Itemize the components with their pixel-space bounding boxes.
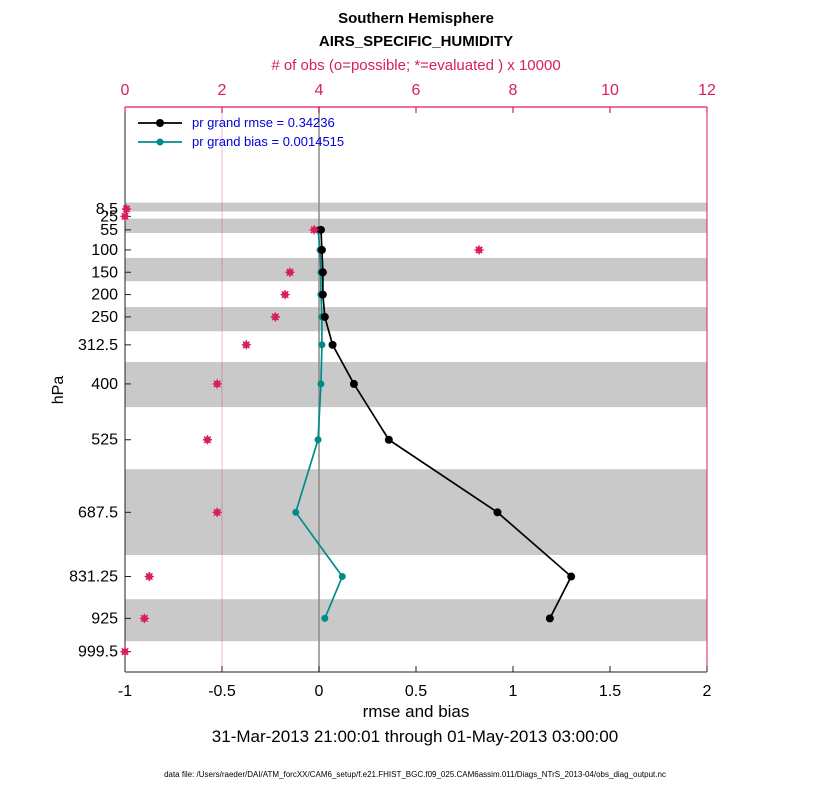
- obs-marker: [212, 507, 222, 517]
- rmse-series: [316, 225, 576, 623]
- obs-count-markers: [120, 204, 484, 657]
- svg-text:12: 12: [698, 82, 716, 99]
- obs-marker: [120, 211, 130, 222]
- svg-text:150: 150: [91, 264, 118, 281]
- svg-text:6: 6: [412, 82, 421, 99]
- svg-text:55: 55: [100, 222, 118, 239]
- svg-text:-0.5: -0.5: [208, 683, 236, 700]
- legend-item-bias: pr grand bias = 0.0014515: [136, 132, 344, 151]
- svg-text:4: 4: [315, 82, 324, 99]
- svg-text:400: 400: [91, 376, 118, 393]
- chart-subtitle: AIRS_SPECIFIC_HUMIDITY: [318, 33, 514, 50]
- svg-text:1.5: 1.5: [599, 683, 621, 700]
- svg-text:100: 100: [91, 242, 118, 259]
- shaded-bands: [125, 202, 707, 642]
- svg-text:200: 200: [91, 287, 118, 304]
- svg-text:831.25: 831.25: [69, 569, 118, 586]
- svg-text:25: 25: [100, 208, 118, 225]
- legend-item-rmse: pr grand rmse = 0.34236: [136, 113, 344, 132]
- bottom-axis-label: rmse and bias: [362, 702, 470, 721]
- obs-marker: [121, 204, 132, 214]
- svg-text:0: 0: [121, 82, 130, 99]
- obs-marker: [241, 340, 251, 350]
- svg-text:687.5: 687.5: [78, 504, 118, 521]
- top-axis-label: # of obs (o=possible; *=evaluated ) x 10…: [271, 57, 561, 74]
- obs-marker: [280, 289, 290, 300]
- svg-text:-1: -1: [118, 683, 132, 700]
- legend: pr grand rmse = 0.34236 pr grand bias = …: [136, 113, 344, 151]
- datafile-caption: data file: /Users/raeder/DAI/ATM_forcXX/…: [164, 770, 666, 779]
- svg-text:2: 2: [218, 82, 227, 99]
- obs-marker: [285, 267, 295, 277]
- obs-marker: [270, 312, 280, 322]
- svg-text:312.5: 312.5: [78, 337, 118, 354]
- svg-text:10: 10: [601, 82, 619, 99]
- svg-text:8.5: 8.5: [96, 201, 118, 218]
- svg-text:2: 2: [703, 683, 712, 700]
- obs-marker: [212, 379, 222, 389]
- rmse-line-swatch: [138, 118, 182, 127]
- timespan-caption: 31-Mar-2013 21:00:01 through 01-May-2013…: [211, 727, 619, 746]
- svg-text:999.5: 999.5: [78, 644, 118, 661]
- svg-text:0: 0: [315, 683, 324, 700]
- obs-marker: [139, 613, 149, 624]
- obs-marker: [144, 571, 154, 582]
- svg-text:1: 1: [509, 683, 518, 700]
- svg-text:0.5: 0.5: [405, 683, 427, 700]
- chart-title: Southern Hemisphere: [338, 10, 494, 27]
- legend-bias-label: pr grand bias = 0.0014515: [192, 134, 345, 149]
- y-axis-label: hPa: [50, 375, 67, 405]
- top-axis-ticks: 0 2 4 6 8 10 12: [121, 82, 716, 113]
- svg-text:250: 250: [91, 309, 118, 326]
- svg-text:8: 8: [509, 82, 518, 99]
- obs-marker: [309, 225, 319, 235]
- bias-line-swatch: [138, 138, 182, 145]
- svg-text:925: 925: [91, 610, 118, 627]
- obs-marker: [474, 245, 484, 255]
- obs-marker: [120, 647, 130, 657]
- legend-rmse-label: pr grand rmse = 0.34236: [192, 115, 335, 130]
- bottom-axis-ticks: -1 -0.5 0 0.5 1 1.5 2: [118, 666, 712, 700]
- svg-text:525: 525: [91, 432, 118, 449]
- obs-marker: [202, 435, 213, 445]
